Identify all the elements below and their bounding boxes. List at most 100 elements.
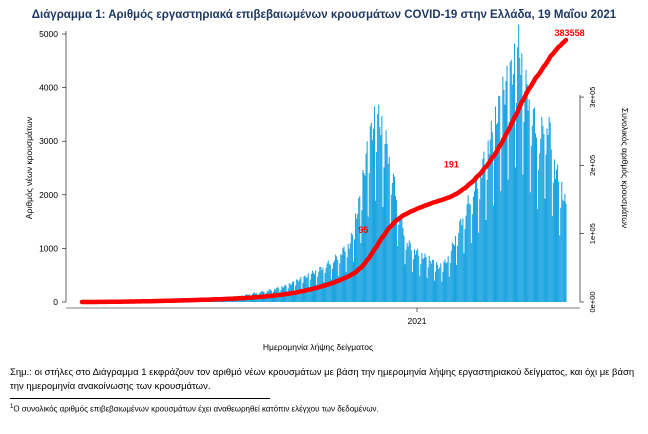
daily-bar	[528, 99, 530, 303]
daily-bar	[410, 250, 412, 302]
daily-bar	[423, 257, 425, 302]
daily-bar	[450, 250, 452, 302]
daily-bar	[364, 175, 366, 302]
daily-bar	[496, 124, 498, 302]
daily-bar	[497, 122, 499, 303]
daily-bar	[501, 137, 503, 302]
line-annotation: 95	[358, 225, 368, 235]
footnote-separator	[10, 398, 270, 399]
daily-bar	[529, 192, 531, 302]
daily-bar	[469, 204, 471, 302]
daily-bar	[464, 229, 466, 302]
daily-bar	[532, 108, 534, 302]
daily-bar	[366, 141, 368, 302]
daily-bar	[380, 135, 382, 302]
daily-bar	[425, 256, 427, 302]
daily-bar	[539, 153, 541, 302]
y-tick-label: 4000	[39, 83, 58, 93]
daily-bar	[397, 245, 399, 302]
daily-bar	[331, 268, 333, 302]
daily-bar	[323, 282, 325, 302]
daily-bar	[492, 205, 494, 302]
daily-bar	[391, 182, 393, 302]
daily-bar	[546, 128, 548, 302]
daily-bar	[510, 59, 512, 303]
daily-bar	[541, 116, 543, 302]
daily-bar	[286, 292, 288, 302]
daily-bar	[512, 74, 514, 302]
covid-chart: 0 1000 2000 3000 4000 5000 0e+00 1e+05 2e+05 3e+…	[24, 24, 630, 352]
daily-bar	[443, 261, 445, 302]
daily-bar	[498, 95, 500, 302]
y-tick-label: 3000	[39, 136, 58, 146]
daily-bar	[536, 137, 538, 302]
daily-bar	[507, 179, 509, 302]
daily-bar	[533, 107, 535, 302]
daily-bar	[264, 295, 266, 302]
daily-bar	[470, 243, 472, 302]
daily-bar	[489, 139, 491, 302]
daily-bar	[422, 259, 424, 302]
daily-bar	[345, 271, 347, 302]
cumulative-line-group	[79, 37, 569, 305]
daily-bar	[363, 173, 365, 302]
daily-bar	[514, 167, 517, 302]
daily-bar	[444, 259, 446, 302]
daily-bar	[491, 132, 493, 302]
daily-bar	[459, 220, 461, 302]
daily-bar	[506, 65, 508, 302]
daily-bar	[420, 264, 422, 302]
daily-bar	[551, 215, 553, 302]
daily-bar	[409, 242, 411, 302]
daily-bar	[400, 217, 402, 302]
daily-bar	[430, 263, 432, 302]
daily-bar	[404, 264, 406, 302]
daily-bar	[471, 214, 473, 302]
daily-bar	[385, 130, 387, 302]
daily-bar	[442, 271, 444, 302]
daily-bar	[339, 263, 341, 302]
daily-bar	[449, 262, 451, 302]
daily-bar	[356, 218, 358, 302]
daily-bar	[438, 269, 440, 302]
x-ticks: 2021	[408, 308, 427, 326]
daily-bar	[319, 267, 321, 302]
daily-bar	[435, 271, 437, 302]
chart-title: Διάγραμμα 1: Αριθμός εργαστηριακά επιβεβ…	[31, 9, 617, 21]
daily-bar	[403, 235, 405, 302]
daily-bar	[428, 255, 430, 302]
daily-bar	[518, 24, 520, 302]
daily-bar	[294, 290, 296, 302]
daily-bar	[365, 153, 367, 302]
daily-bar	[481, 177, 483, 302]
daily-bar	[351, 234, 353, 302]
daily-bar	[447, 256, 449, 302]
line-annotation: 383558	[555, 28, 585, 38]
daily-bar	[500, 191, 502, 302]
daily-bar	[441, 281, 443, 302]
y-tick-label: 2000	[39, 190, 58, 200]
daily-bar	[456, 264, 458, 302]
daily-bar	[378, 104, 380, 303]
daily-bar	[389, 225, 391, 302]
daily-bar	[522, 174, 524, 302]
daily-bar	[463, 253, 465, 302]
daily-bar	[437, 264, 439, 302]
daily-bar	[361, 210, 363, 302]
daily-bar	[557, 164, 559, 302]
daily-bar	[440, 263, 442, 302]
daily-bar	[413, 249, 416, 302]
daily-bar	[544, 198, 546, 302]
daily-bar	[560, 207, 562, 302]
daily-bar	[564, 193, 566, 302]
daily-bar	[453, 245, 455, 302]
daily-bar	[548, 117, 550, 302]
daily-bar	[396, 199, 398, 302]
daily-bar	[561, 182, 563, 302]
daily-bar	[257, 296, 259, 302]
cumulative-line	[79, 37, 569, 305]
daily-bar	[360, 243, 362, 302]
daily-bar	[468, 203, 470, 302]
daily-bar	[467, 195, 469, 302]
daily-bar	[411, 271, 413, 302]
